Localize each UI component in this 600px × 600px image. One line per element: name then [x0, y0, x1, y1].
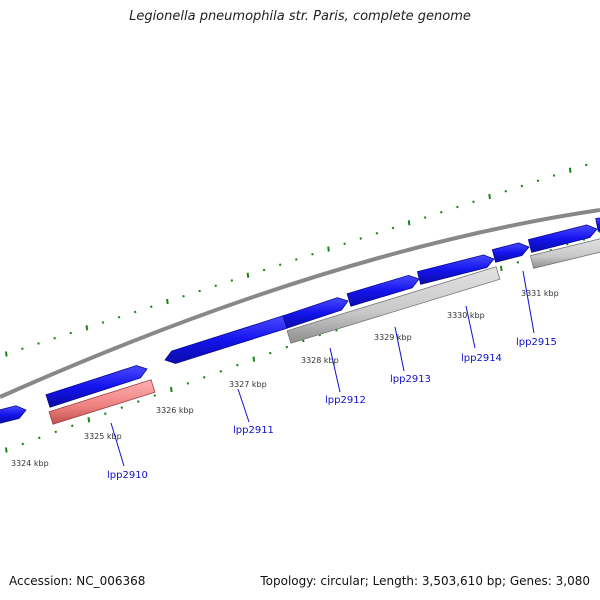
tick-label: 3326 kbp [156, 406, 194, 415]
minor-tick [423, 216, 427, 219]
minor-tick [262, 268, 266, 272]
major-tick [166, 298, 169, 305]
tick-label: 3325 kbp [84, 432, 122, 441]
tick-label: 3331 kbp [521, 289, 559, 298]
gene-arrow-forward[interactable] [45, 365, 148, 408]
gene-label-lpp2910[interactable]: lpp2910 [107, 470, 148, 481]
gene-arrow-lpp2914[interactable] [416, 254, 495, 285]
major-tick [500, 265, 503, 271]
major-tick [170, 386, 173, 393]
minor-tick [153, 394, 157, 397]
minor-tick [285, 345, 289, 349]
minor-tick [21, 347, 24, 351]
minor-tick [71, 424, 74, 428]
minor-tick [69, 331, 73, 335]
minor-tick [150, 305, 153, 309]
minor-tick [54, 430, 58, 434]
gene-label-lpp2915[interactable]: lpp2915 [516, 337, 557, 348]
minor-tick [219, 369, 223, 373]
minor-tick [236, 363, 239, 367]
minor-tick [53, 336, 56, 340]
minor-tick [214, 284, 218, 288]
minor-tick [269, 351, 272, 355]
gene-arrow-lpp2915[interactable] [529, 238, 600, 269]
gene-leader-line [110, 422, 125, 467]
minor-tick [456, 205, 459, 209]
genome-backbone [0, 208, 600, 399]
tick-label: 3330 kbp [447, 311, 485, 320]
major-tick [252, 356, 256, 362]
gene-arrow-lpp2910[interactable] [48, 379, 156, 425]
minor-tick [230, 279, 234, 282]
minor-tick [120, 406, 124, 409]
minor-tick [359, 237, 363, 240]
minor-tick [343, 242, 346, 246]
minor-tick [504, 189, 508, 193]
minor-tick [391, 226, 395, 230]
gene-arrow-forward[interactable] [527, 224, 598, 253]
minor-tick [585, 163, 588, 167]
gene-label-lpp2912[interactable]: lpp2912 [325, 395, 366, 406]
tick-label: 3329 kbp [374, 333, 412, 342]
minor-tick [104, 412, 107, 415]
gene-leader-line [465, 305, 476, 349]
major-tick [568, 167, 572, 173]
major-tick [407, 220, 411, 226]
minor-tick [198, 289, 201, 293]
minor-tick [472, 200, 475, 204]
major-tick [488, 193, 491, 200]
genome-summary-text: Topology: circular; Length: 3,503,610 bp… [260, 574, 590, 588]
gene-arrow-forward[interactable] [491, 242, 530, 263]
minor-tick [101, 321, 105, 324]
gene-leader-line [329, 347, 341, 393]
tick-label: 3324 kbp [11, 459, 49, 468]
gene-leader-line [237, 388, 250, 423]
major-tick [5, 351, 8, 357]
minor-tick [552, 174, 556, 177]
major-tick [327, 246, 330, 252]
major-tick [5, 447, 8, 453]
minor-tick [37, 342, 40, 345]
gene-features [0, 217, 600, 425]
major-tick [85, 325, 89, 331]
gene-arrow-lpp2913[interactable] [346, 274, 420, 307]
gene-arrow-lpp2912[interactable] [282, 297, 349, 329]
minor-tick [520, 184, 524, 188]
minor-tick [295, 258, 298, 261]
gene-label-lpp2914[interactable]: lpp2914 [461, 353, 502, 364]
gene-leader-line [522, 270, 535, 334]
minor-tick [186, 382, 190, 385]
minor-tick [182, 294, 185, 298]
gene-arrow-forward[interactable] [595, 217, 600, 232]
labels: 3324 kbp 3325 kbp 3326 kbp 3327 kbp 3328 kbp… [11, 270, 559, 481]
minor-tick [117, 315, 121, 319]
gene-arrow-forward[interactable] [0, 405, 27, 424]
minor-tick [21, 442, 25, 446]
minor-tick [311, 252, 314, 256]
accession-text: Accession: NC_006368 [9, 574, 146, 588]
map-title: Legionella pneumophila str. Paris, compl… [129, 9, 471, 24]
minor-tick [38, 436, 41, 440]
minor-tick [440, 210, 443, 214]
gene-label-lpp2913[interactable]: lpp2913 [390, 374, 431, 385]
minor-tick [203, 376, 206, 379]
minor-tick [137, 400, 140, 403]
minor-tick [516, 260, 520, 264]
gene-bar-reverse[interactable] [286, 266, 501, 344]
minor-tick [302, 339, 305, 343]
minor-tick [278, 263, 282, 267]
major-tick [246, 272, 250, 278]
minor-tick [536, 179, 540, 183]
major-tick [87, 417, 91, 423]
tick-label: 3327 kbp [229, 380, 267, 389]
tick-label: 3328 kbp [301, 356, 339, 365]
gene-leader-line [394, 326, 405, 372]
minor-tick [375, 231, 379, 235]
gene-label-lpp2911[interactable]: lpp2911 [233, 425, 274, 436]
minor-tick [133, 310, 137, 314]
